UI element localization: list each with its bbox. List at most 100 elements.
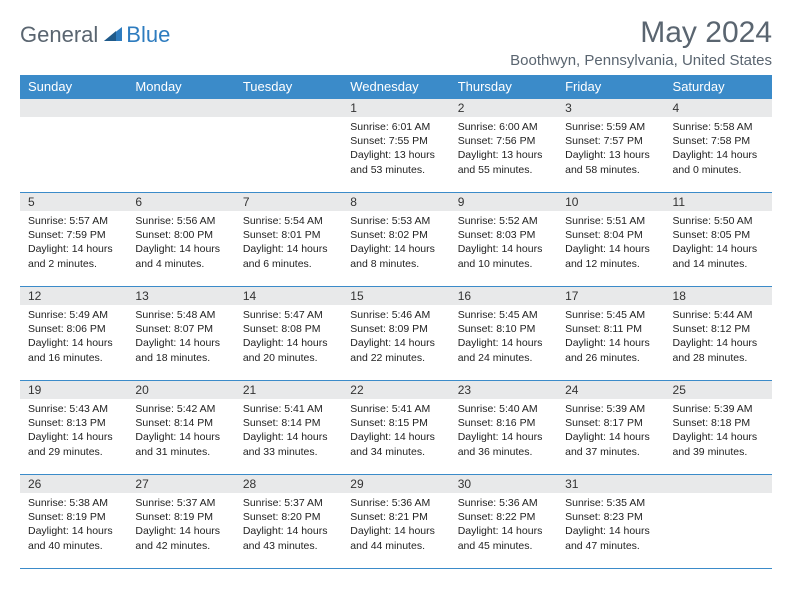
sunrise-line: Sunrise: 5:54 AM	[243, 215, 323, 227]
sunset-line: Sunset: 8:11 PM	[565, 323, 642, 335]
sunset-line: Sunset: 8:17 PM	[565, 417, 643, 429]
sunset-line: Sunset: 8:03 PM	[458, 229, 536, 241]
day-data: Sunrise: 5:36 AMSunset: 8:21 PMDaylight:…	[342, 493, 449, 557]
day-number: 22	[342, 381, 449, 399]
day-number: 5	[20, 193, 127, 211]
location: Boothwyn, Pennsylvania, United States	[510, 52, 772, 69]
calendar-day-cell: 14Sunrise: 5:47 AMSunset: 8:08 PMDayligh…	[235, 287, 342, 381]
day-number: 19	[20, 381, 127, 399]
day-number: 2	[450, 99, 557, 117]
day-number: 31	[557, 475, 664, 493]
day-data: Sunrise: 5:35 AMSunset: 8:23 PMDaylight:…	[557, 493, 664, 557]
logo-sail-icon	[102, 23, 124, 48]
day-data: Sunrise: 5:41 AMSunset: 8:15 PMDaylight:…	[342, 399, 449, 463]
day-data: Sunrise: 5:41 AMSunset: 8:14 PMDaylight:…	[235, 399, 342, 463]
day-data: Sunrise: 5:40 AMSunset: 8:16 PMDaylight:…	[450, 399, 557, 463]
day-number: 14	[235, 287, 342, 305]
daylight-line: Daylight: 14 hours and 42 minutes.	[135, 525, 220, 551]
sunset-line: Sunset: 8:02 PM	[350, 229, 428, 241]
day-data: Sunrise: 5:38 AM Sunset: 8:19 PM Daylight:…	[20, 493, 127, 557]
day-data: Sunrise: 5:52 AMSunset: 8:03 PMDaylight:…	[450, 211, 557, 275]
sunrise-line: Sunrise: 5:57 AM	[28, 215, 108, 227]
sunset-line: Sunset: 8:16 PM	[458, 417, 536, 429]
sunrise-line: Sunrise: 5:36 AM	[458, 497, 538, 509]
sunset-line: Sunset: 8:23 PM	[565, 511, 643, 523]
day-data: Sunrise: 5:51 AMSunset: 8:04 PMDaylight:…	[557, 211, 664, 275]
day-data: Sunrise: 5:37 AMSunset: 8:19 PMDaylight:…	[127, 493, 234, 557]
day-number: 12	[20, 287, 127, 305]
sunrise-line: Sunrise: 5:44 AM	[673, 309, 753, 321]
sunset-line: Sunset: 8:18 PM	[673, 417, 751, 429]
day-number: 17	[557, 287, 664, 305]
day-number: 11	[665, 193, 772, 211]
sunset-line: Sunset: 8:07 PM	[135, 323, 213, 335]
calendar-day-cell: 27Sunrise: 5:37 AMSunset: 8:19 PMDayligh…	[127, 475, 234, 569]
sunrise-line: Sunrise: 5:52 AM	[458, 215, 538, 227]
title-block: May 2024 Boothwyn, Pennsylvania, United …	[510, 16, 772, 69]
sunset-line: Sunset: 8:05 PM	[673, 229, 751, 241]
calendar-day-cell: 21Sunrise: 5:41 AMSunset: 8:14 PMDayligh…	[235, 381, 342, 475]
day-data: Sunrise: 6:01 AMSunset: 7:55 PMDaylight:…	[342, 117, 449, 181]
day-data: Sunrise: 5:36 AM Sunset: 8:22 PM Daylight:…	[450, 493, 557, 557]
calendar-day-cell: 24Sunrise: 5:39 AMSunset: 8:17 PMDayligh…	[557, 381, 664, 475]
day-number: 21	[235, 381, 342, 399]
sunrise-line: Sunrise: 5:41 AM	[243, 403, 323, 415]
day-data: Sunrise: 5:39 AMSunset: 8:17 PMDaylight:…	[557, 399, 664, 463]
sunrise-line: Sunrise: 6:00 AM	[458, 121, 538, 133]
logo-text-blue: Blue	[126, 22, 170, 48]
day-number-empty	[20, 99, 127, 117]
day-number: 26	[20, 475, 127, 493]
sunrise-line: Sunrise: 5:41 AM	[350, 403, 430, 415]
daylight-line: Daylight: 13 hours and 58 minutes.	[565, 149, 650, 175]
daylight-line: Daylight: 14 hours and 40 minutes.	[28, 525, 113, 551]
calendar-day-cell	[20, 99, 127, 193]
daylight-line: Daylight: 14 hours and 8 minutes.	[350, 243, 435, 269]
sunrise-line: Sunrise: 5:48 AM	[135, 309, 215, 321]
calendar-day-cell: 18Sunrise: 5:44 AMSunset: 8:12 PMDayligh…	[665, 287, 772, 381]
day-data: Sunrise: 5:49 AMSunset: 8:06 PMDaylight:…	[20, 305, 127, 369]
daylight-line: Daylight: 14 hours and 4 minutes.	[135, 243, 220, 269]
sunset-line: Sunset: 8:15 PM	[350, 417, 428, 429]
weekday-header-row: Sunday Monday Tuesday Wednesday Thursday…	[20, 75, 772, 99]
sunset-line: Sunset: 8:22 PM	[458, 511, 536, 523]
sunrise-line: Sunrise: 5:38 AM	[28, 497, 108, 509]
calendar-day-cell: 16Sunrise: 5:45 AMSunset: 8:10 PMDayligh…	[450, 287, 557, 381]
daylight-line: Daylight: 14 hours and 2 minutes.	[28, 243, 113, 269]
calendar-day-cell: 11Sunrise: 5:50 AMSunset: 8:05 PMDayligh…	[665, 193, 772, 287]
sunrise-line: Sunrise: 5:50 AM	[673, 215, 753, 227]
day-number: 8	[342, 193, 449, 211]
calendar-day-cell: 4Sunrise: 5:58 AMSunset: 7:58 PMDaylight…	[665, 99, 772, 193]
sunset-line: Sunset: 8:08 PM	[243, 323, 321, 335]
day-data: Sunrise: 5:43 AMSunset: 8:13 PMDaylight:…	[20, 399, 127, 463]
sunset-line: Sunset: 8:19 PM	[28, 511, 106, 523]
daylight-line: Daylight: 14 hours and 20 minutes.	[243, 337, 328, 363]
header: General Blue May 2024 Boothwyn, Pennsylv…	[20, 16, 772, 69]
calendar-day-cell: 30Sunrise: 5:36 AMSunset: 8:22 PMDayligh…	[450, 475, 557, 569]
daylight-line: Daylight: 13 hours and 55 minutes.	[458, 149, 543, 175]
day-number: 6	[127, 193, 234, 211]
day-number: 10	[557, 193, 664, 211]
calendar-day-cell	[665, 475, 772, 569]
day-data: Sunrise: 5:50 AMSunset: 8:05 PMDaylight:…	[665, 211, 772, 275]
day-data: Sunrise: 5:48 AMSunset: 8:07 PMDaylight:…	[127, 305, 234, 369]
day-number: 29	[342, 475, 449, 493]
sunrise-line: Sunrise: 5:35 AM	[565, 497, 645, 509]
calendar-day-cell: 3Sunrise: 5:59 AMSunset: 7:57 PMDaylight…	[557, 99, 664, 193]
daylight-line: Daylight: 14 hours and 28 minutes.	[673, 337, 758, 363]
daylight-line: Daylight: 14 hours and 43 minutes.	[243, 525, 328, 551]
sunset-line: Sunset: 7:58 PM	[673, 135, 751, 147]
sunrise-line: Sunrise: 5:40 AM	[458, 403, 538, 415]
daylight-line: Daylight: 14 hours and 22 minutes.	[350, 337, 435, 363]
logo-text-general: General	[20, 22, 98, 48]
sunrise-line: Sunrise: 5:39 AM	[565, 403, 645, 415]
daylight-line: Daylight: 14 hours and 0 minutes.	[673, 149, 758, 175]
sunrise-line: Sunrise: 5:46 AM	[350, 309, 430, 321]
day-data: Sunrise: 5:42 AMSunset: 8:14 PMDaylight:…	[127, 399, 234, 463]
day-number: 4	[665, 99, 772, 117]
sunrise-line: Sunrise: 5:51 AM	[565, 215, 645, 227]
sunset-line: Sunset: 7:55 PM	[350, 135, 428, 147]
day-data: Sunrise: 5:39 AMSunset: 8:18 PMDaylight:…	[665, 399, 772, 463]
day-number: 7	[235, 193, 342, 211]
daylight-line: Daylight: 14 hours and 45 minutes.	[458, 525, 543, 551]
calendar-day-cell: 20Sunrise: 5:42 AMSunset: 8:14 PMDayligh…	[127, 381, 234, 475]
